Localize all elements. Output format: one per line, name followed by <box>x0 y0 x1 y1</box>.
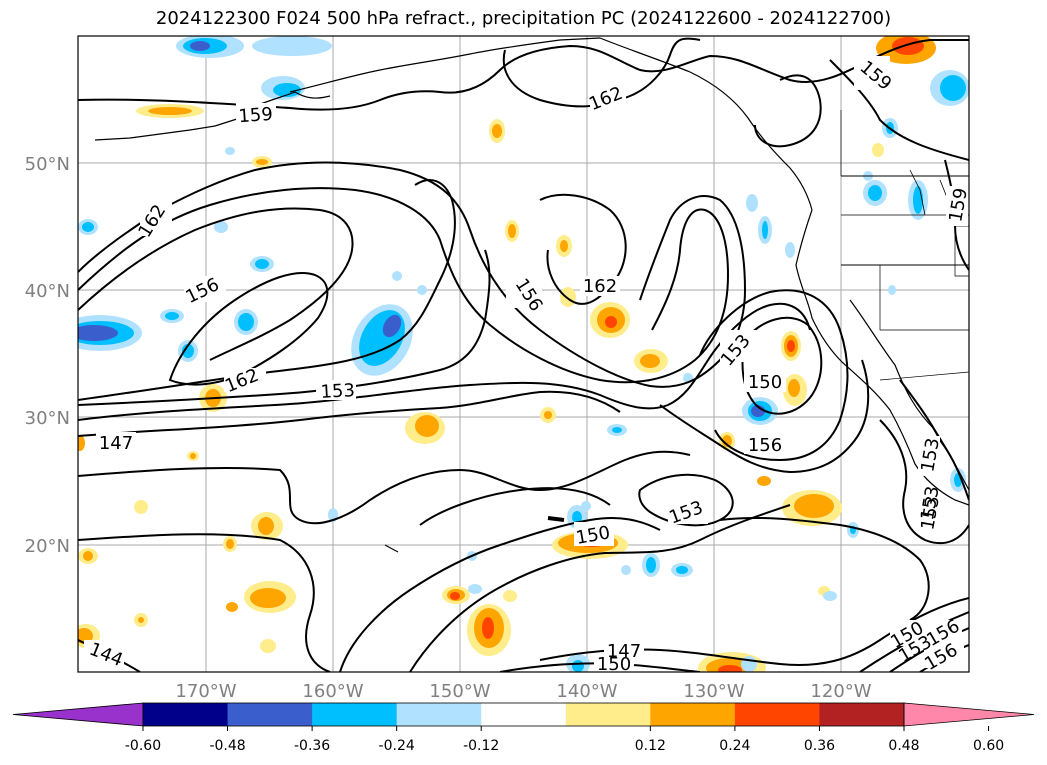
colorbar-segment <box>650 703 736 726</box>
colorbar-segment <box>227 703 313 726</box>
colorbar-label: -0.12 <box>463 738 499 754</box>
lat-label-20n: 20°N <box>25 536 70 557</box>
colorbar-extend-high <box>903 702 1035 727</box>
contour-label: 150 <box>748 372 782 393</box>
lon-label-150w: 150°W <box>429 681 490 702</box>
contour-label: 147 <box>607 641 641 662</box>
lon-label-120w: 120°W <box>810 681 871 702</box>
colorbar-label: -0.48 <box>209 738 245 754</box>
colorbar-label: 0.36 <box>804 738 835 754</box>
contour-label: 159 <box>945 186 972 223</box>
colorbar-label: -0.24 <box>379 738 415 754</box>
contour-label: 147 <box>99 433 133 454</box>
colorbar-label: 0.12 <box>635 738 666 754</box>
lon-label-130w: 130°W <box>683 681 744 702</box>
lon-label-170w: 170°W <box>175 681 236 702</box>
contour-label: 156 <box>748 435 782 456</box>
lat-label-40n: 40°N <box>25 281 70 302</box>
colorbar-segment <box>734 703 820 726</box>
lon-label-160w: 160°W <box>302 681 363 702</box>
colorbar-extend-low <box>12 702 144 727</box>
lat-label-30n: 30°N <box>25 408 70 429</box>
longitude-labels: 170°W 160°W 150°W 140°W 130°W 120°W <box>175 681 871 702</box>
colorbar: -0.60 -0.48 -0.36 -0.24 -0.12 0.12 0.24 0.36 0.4… <box>12 702 1035 754</box>
colorbar-segment <box>312 703 398 726</box>
map-border <box>77 35 970 673</box>
colorbar-segment <box>565 703 651 726</box>
colorbar-label: 0.48 <box>888 738 919 754</box>
colorbar-label: -0.60 <box>125 738 161 754</box>
contour-label-backgrounds <box>84 56 968 672</box>
colorbar-label: -0.36 <box>294 738 330 754</box>
colorbar-segment <box>396 703 482 726</box>
colorbar-segment <box>143 703 229 726</box>
colorbar-segment <box>481 703 567 726</box>
latitude-labels: 50°N 40°N 30°N 20°N <box>25 154 70 557</box>
contour-label: 153 <box>320 380 355 403</box>
map-title: 2024122300 F024 500 hPa refract., precip… <box>155 8 892 29</box>
lat-label-50n: 50°N <box>25 154 70 175</box>
colorbar-label: 0.60 <box>973 738 1004 754</box>
contour-label: 159 <box>238 104 274 127</box>
contour-label: 150 <box>597 654 631 675</box>
colorbar-border <box>142 702 905 727</box>
contour-label: 162 <box>583 276 617 297</box>
colorbar-label: 0.24 <box>719 738 750 754</box>
lon-label-140w: 140°W <box>556 681 617 702</box>
precipitation-shading <box>78 36 969 672</box>
colorbar-segment <box>819 703 905 726</box>
